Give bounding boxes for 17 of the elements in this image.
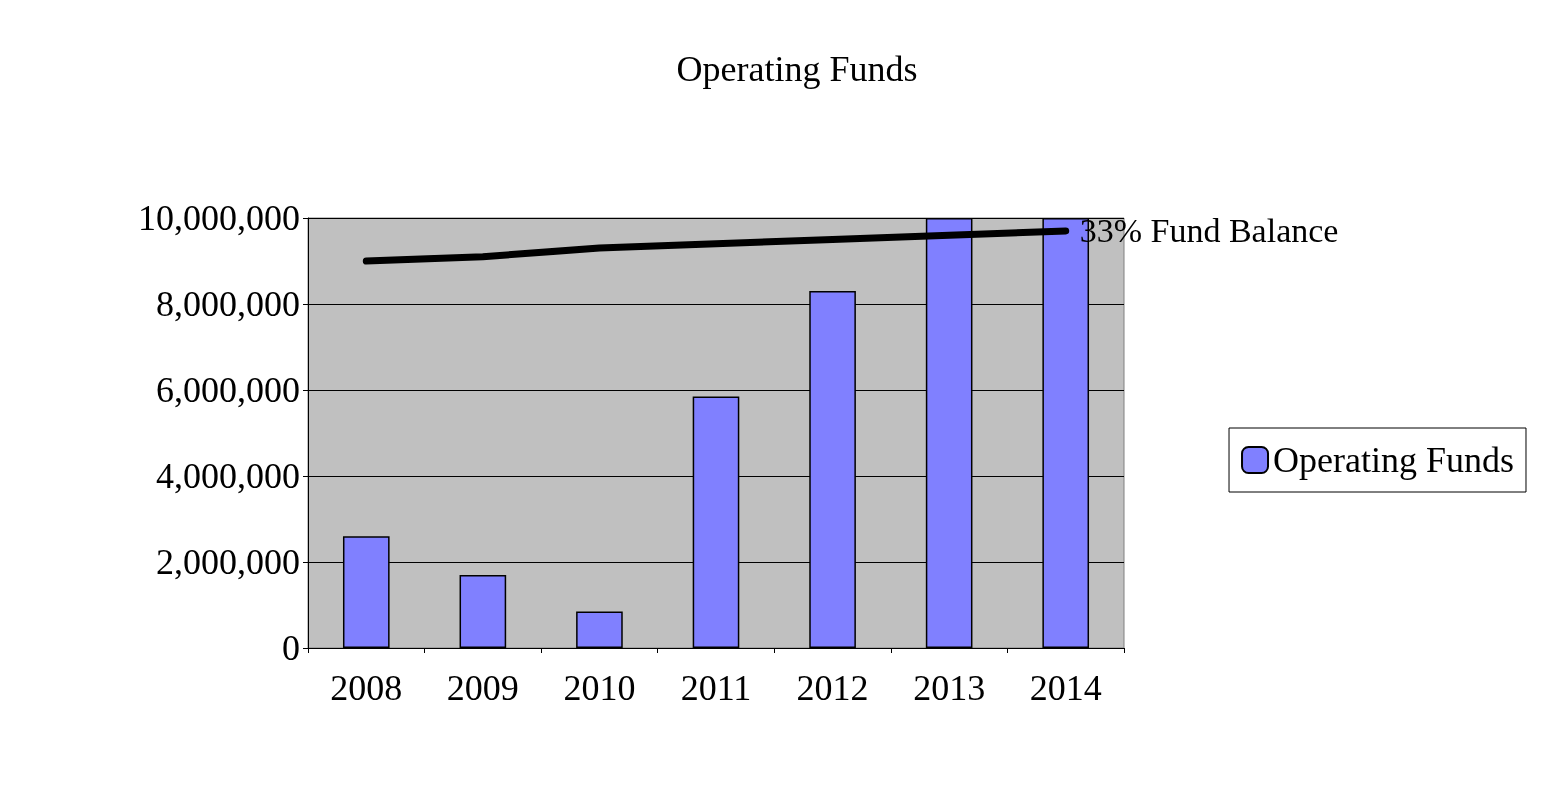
x-tick-label: 2013	[913, 668, 986, 708]
y-tick-label: 4,000,000	[156, 456, 300, 496]
x-tick-label: 2011	[680, 668, 752, 708]
y-tick-label: 6,000,000	[156, 370, 300, 410]
x-tick-label: 2014	[1029, 668, 1102, 708]
x-tick-label: 2008	[330, 668, 403, 708]
x-tick-label: 2012	[796, 668, 869, 708]
chart-title: Operating Funds	[676, 49, 918, 89]
y-tick-label: 2,000,000	[156, 542, 300, 582]
x-tick-label: 2009	[446, 668, 519, 708]
y-tick-label: 10,000,000	[138, 198, 300, 238]
bar	[576, 611, 623, 648]
x-tick-label: 2010	[563, 668, 636, 708]
y-tick-label: 0	[282, 628, 300, 668]
legend-label: Operating Funds	[1273, 440, 1515, 480]
bar	[459, 574, 507, 648]
y-tick-label: 8,000,000	[156, 284, 300, 324]
